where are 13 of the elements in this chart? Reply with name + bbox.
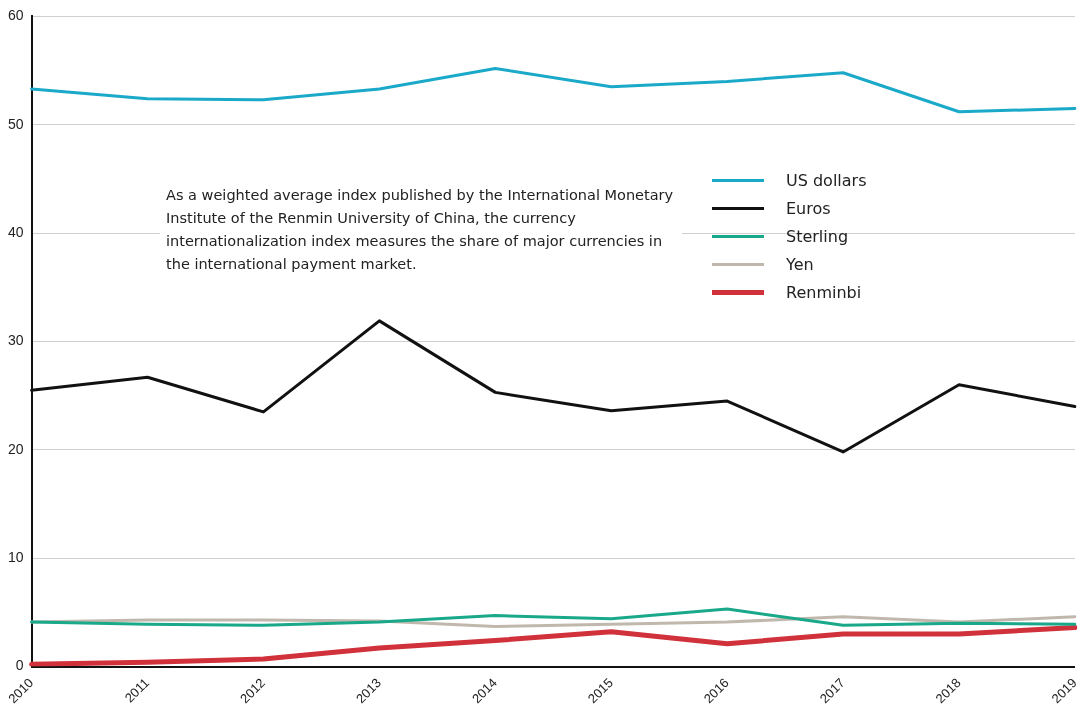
y-tick-label: 40 bbox=[7, 223, 24, 240]
legend-label: Euros bbox=[786, 198, 831, 218]
y-tick-label: 10 bbox=[7, 549, 24, 566]
legend-label: US dollars bbox=[786, 170, 867, 190]
y-tick-label: 0 bbox=[15, 657, 24, 674]
y-tick-label: 30 bbox=[7, 332, 24, 349]
y-tick-label: 50 bbox=[7, 115, 24, 132]
legend-label: Renminbi bbox=[786, 282, 862, 302]
legend-label: Yen bbox=[786, 254, 814, 274]
y-tick-label: 60 bbox=[7, 7, 24, 24]
y-tick-label: 20 bbox=[7, 440, 24, 457]
annotation: As a weighted average index published by the International Monetary Institute of the Renmin University of China, the currency internationalization index measures the share of major currencies in the international payment market. bbox=[166, 186, 675, 274]
legend-label: Sterling bbox=[786, 226, 849, 246]
